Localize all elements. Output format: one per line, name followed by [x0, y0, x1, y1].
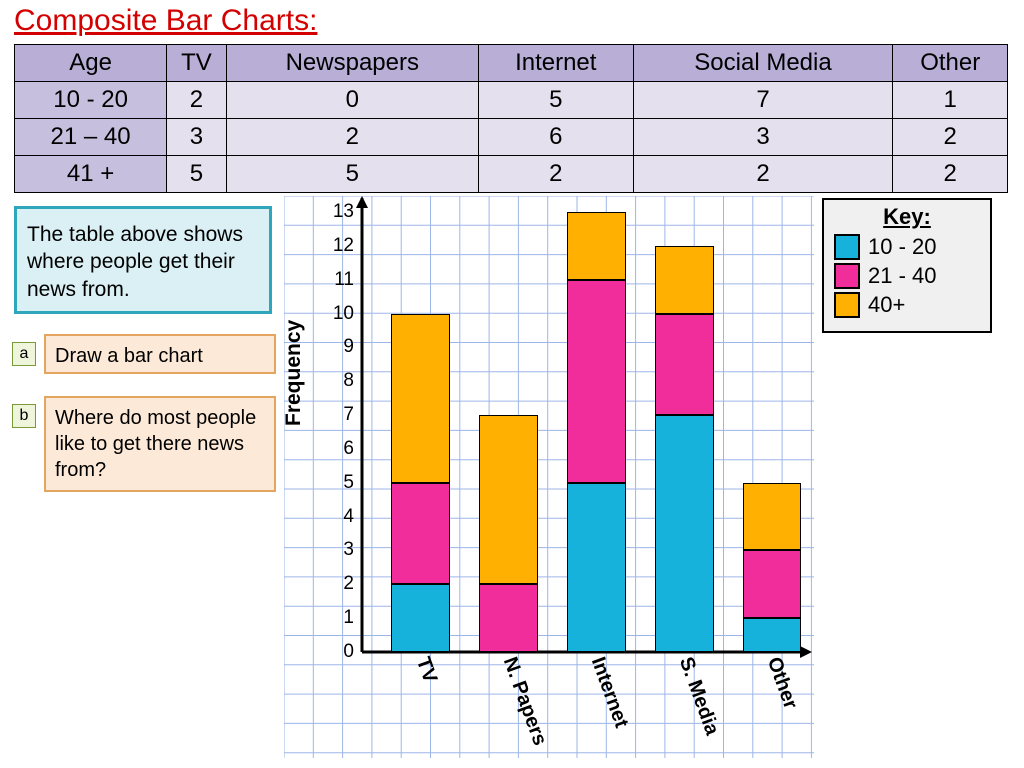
bar-segment: [655, 246, 714, 314]
legend-label: 21 - 40: [868, 263, 937, 289]
bar-segment: [567, 483, 626, 652]
table-cell: 5: [226, 156, 478, 193]
bar-column: N. Papers: [479, 415, 538, 652]
table-cell: 3: [633, 119, 893, 156]
y-tick: 9: [320, 336, 354, 358]
table-cell: 10 - 20: [15, 82, 167, 119]
y-tick: 8: [320, 370, 354, 392]
bar-segment: [479, 415, 538, 584]
legend-title: Key:: [834, 204, 980, 230]
table-cell: 2: [478, 156, 633, 193]
table-row: 21 – 4032632: [15, 119, 1008, 156]
info-box: The table above shows where people get t…: [14, 206, 272, 314]
bar-column: Other: [743, 483, 802, 652]
question-box-b: Where do most people like to get there n…: [44, 396, 276, 492]
bar-segment: [567, 280, 626, 483]
legend-swatch: [834, 263, 860, 289]
table-cell: 0: [226, 82, 478, 119]
y-tick: 13: [320, 201, 354, 223]
y-tick: 10: [320, 303, 354, 325]
data-table: AgeTVNewspapersInternetSocial MediaOther…: [14, 44, 1008, 193]
bar-column: S. Media: [655, 246, 714, 652]
table-row: 41 +55222: [15, 156, 1008, 193]
table-header: Other: [893, 45, 1008, 82]
table-cell: 2: [633, 156, 893, 193]
table-cell: 2: [893, 119, 1008, 156]
y-tick: 5: [320, 472, 354, 494]
y-tick: 1: [320, 607, 354, 629]
table-cell: 2: [167, 82, 226, 119]
table-cell: 41 +: [15, 156, 167, 193]
bar-segment: [655, 415, 714, 652]
chart-bars: TV N. Papers Internet S. Media Other: [362, 212, 802, 652]
table-cell: 2: [226, 119, 478, 156]
bar-segment: [655, 314, 714, 416]
y-tick: 6: [320, 438, 354, 460]
question-label-a: a: [12, 342, 36, 366]
table-cell: 6: [478, 119, 633, 156]
y-tick: 0: [320, 641, 354, 663]
question-box-a: Draw a bar chart: [44, 334, 276, 374]
bar-segment: [391, 584, 450, 652]
table-cell: 1: [893, 82, 1008, 119]
bar-segment: [567, 212, 626, 280]
page-title: Composite Bar Charts:: [14, 4, 317, 38]
legend-item: 40+: [834, 292, 980, 318]
table-header: Newspapers: [226, 45, 478, 82]
table-header: Age: [15, 45, 167, 82]
bar-column: Internet: [567, 212, 626, 652]
legend-label: 10 - 20: [868, 234, 937, 260]
bar-segment: [743, 618, 802, 652]
table-header: Internet: [478, 45, 633, 82]
y-tick: 3: [320, 539, 354, 561]
table-cell: 2: [893, 156, 1008, 193]
table-cell: 3: [167, 119, 226, 156]
bar-segment: [743, 483, 802, 551]
bar-segment: [391, 314, 450, 483]
legend-item: 10 - 20: [834, 234, 980, 260]
legend-swatch: [834, 234, 860, 260]
bar-column: TV: [391, 314, 450, 652]
y-tick: 12: [320, 235, 354, 257]
table-header: Social Media: [633, 45, 893, 82]
legend-item: 21 - 40: [834, 263, 980, 289]
bar-segment: [743, 550, 802, 618]
table-cell: 5: [478, 82, 633, 119]
table-header: TV: [167, 45, 226, 82]
table-row: 10 - 2020571: [15, 82, 1008, 119]
y-tick: 4: [320, 506, 354, 528]
bar-chart: Frequency 012345678910111213 TVN. Papers…: [284, 196, 814, 758]
table-cell: 21 – 40: [15, 119, 167, 156]
y-tick: 7: [320, 404, 354, 426]
table-cell: 7: [633, 82, 893, 119]
bar-segment: [391, 483, 450, 585]
bar-segment: [479, 584, 538, 652]
y-tick: 2: [320, 573, 354, 595]
table-cell: 5: [167, 156, 226, 193]
y-tick: 11: [320, 269, 354, 291]
legend: Key: 10 - 20 21 - 40 40+: [822, 198, 992, 333]
question-label-b: b: [12, 404, 36, 428]
legend-swatch: [834, 292, 860, 318]
legend-label: 40+: [868, 292, 905, 318]
y-axis-label: Frequency: [282, 320, 306, 426]
